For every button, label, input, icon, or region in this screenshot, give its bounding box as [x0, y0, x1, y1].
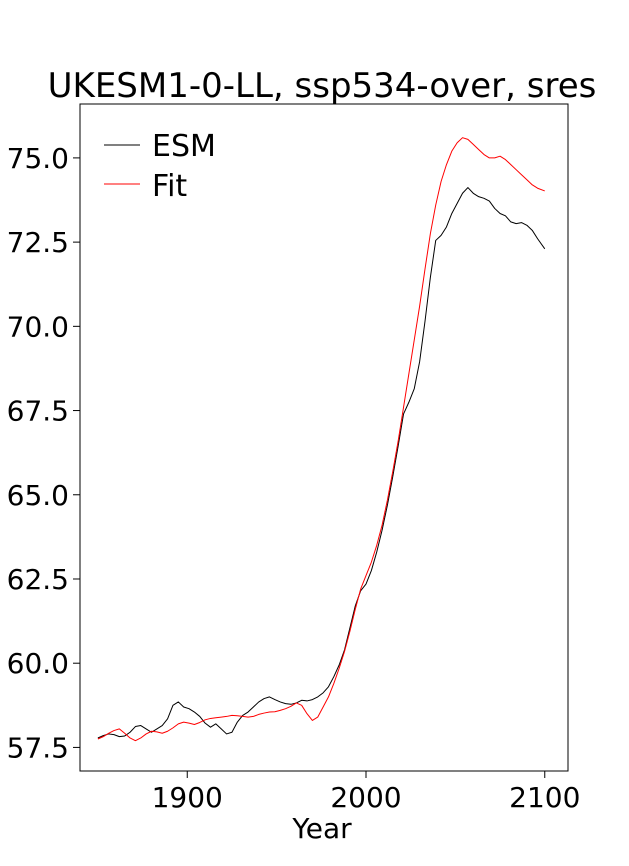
y-tick-label: 60.0 [7, 647, 69, 680]
series-line-esm [97, 187, 546, 739]
legend-label-esm: ESM [152, 129, 216, 164]
y-axis: 57.5 60.0 62.5 65.0 67.5 70.0 72.5 75.0 [7, 142, 80, 764]
y-tick-label: 62.5 [7, 563, 69, 596]
x-tick-label: 2000 [330, 781, 401, 814]
legend: ESM Fit [104, 129, 216, 204]
series-line-fit [97, 137, 545, 742]
y-tick-label: 70.0 [7, 310, 69, 343]
legend-label-fit: Fit [152, 169, 187, 204]
chart-title: UKESM1-0-LL, ssp534-over, sres [48, 66, 597, 106]
x-tick-label: 2100 [509, 781, 580, 814]
y-tick-label: 65.0 [7, 479, 69, 512]
y-tick-label: 72.5 [7, 226, 69, 259]
plot-area-frame [79, 103, 569, 772]
x-axis-label: Year [291, 812, 352, 845]
y-tick-label: 75.0 [7, 142, 69, 175]
y-tick-label: 57.5 [7, 731, 69, 764]
plot-lines [97, 137, 546, 742]
x-tick-label: 1900 [152, 781, 223, 814]
y-tick-label: 67.5 [7, 395, 69, 428]
x-axis: 1900 2000 2100 [152, 771, 580, 814]
